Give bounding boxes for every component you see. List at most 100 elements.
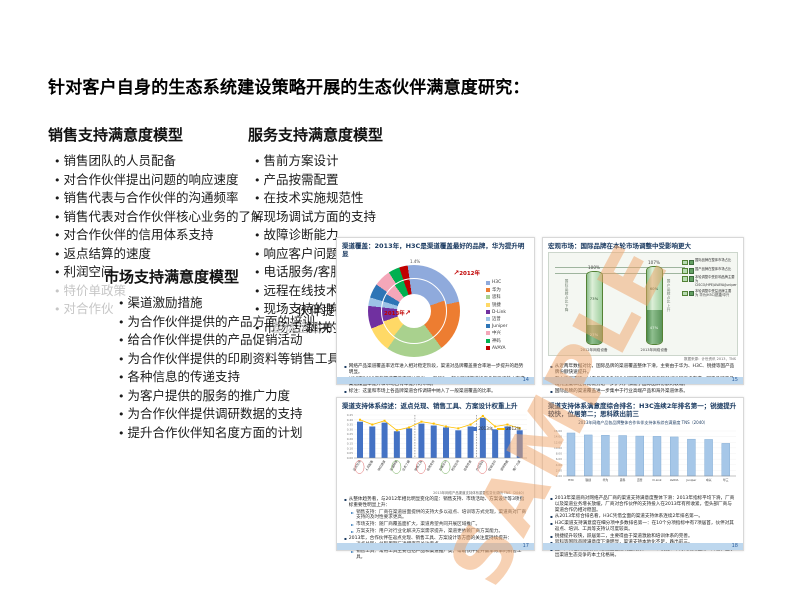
sales-model-list: • 销售团队的人员配备 • 对合作伙伴提出问题的响应速度 • 销售代表与合作伙伴的沟通频率… (48, 152, 318, 319)
list-item: ▪思科等国际品牌满意度下滑明显，渠道支持本地化不足，跌出前三。 (550, 540, 736, 546)
bullet-icon: ▪ (550, 514, 553, 520)
bullet-icon: • (254, 284, 261, 298)
bar (406, 428, 413, 459)
bullet-icon: • (118, 334, 125, 347)
data-label: 1.4% (410, 259, 421, 265)
chart-subtitle: 2013年网络产品各品牌整体合作伙伴支持体系综合满意度 TNS（2040） (578, 420, 708, 426)
bullet-icon: • (54, 303, 61, 316)
list-item: ▪ H3C渠道支持满意度在细分项中多数排名第一：在10个分项指标中有7项居首，伙伴… (550, 521, 734, 532)
list-item: • 现场调试方面的支持 (254, 208, 377, 224)
bullet-icon: ► (351, 528, 355, 534)
list-item: • 为合作伙伴提供的印刷资料等销售工具 (118, 350, 341, 366)
bullet-icon: • (54, 173, 61, 187)
x-label: 信用支持 (425, 459, 436, 472)
bullet-icon: • (54, 155, 61, 168)
x-label: 思科 (620, 478, 626, 482)
service-model-section: 服务支持满意度模型 • 售前方案设计 • 产品按需配置 • 在技术实施规范性 • 现场调试方面… (248, 124, 428, 337)
x-label: 人员配备 (364, 459, 375, 472)
page-number: 17 (522, 543, 529, 549)
x-label: 调研数据 (499, 459, 510, 472)
list-item: • 各种信息的传递支持 (118, 369, 241, 384)
svg-text:6.00: 6.00 (556, 457, 562, 461)
bullet-icon: ► (351, 522, 355, 528)
list-item: • 故障诊断能力 (254, 227, 339, 242)
legend-swatch (486, 346, 490, 351)
svg-text:0.40: 0.40 (347, 418, 353, 422)
segment-label: 73% (589, 295, 599, 301)
cylinder-chart: 100% 73% 27% 2012年网络设备 107% 60% 47% 2013年网… (548, 252, 738, 357)
bullet-icon: • (118, 389, 125, 403)
cylinder-legend: 国际品牌在整体市场占比 国产品牌在整体市场占比 本轮调整中受影响品牌主要为 CISC… (682, 258, 737, 300)
chart-note: 2013年网络产品渠道支持体系重要性变化调研 TNS（2040） (433, 491, 526, 496)
x-label: 利润空间 (450, 459, 461, 472)
year-label-2013: 2013年↗ (384, 309, 411, 318)
svg-text:0.25: 0.25 (347, 432, 353, 436)
bar (721, 443, 731, 477)
page-number: 14 (522, 377, 529, 383)
bullet-icon: ▪ (550, 540, 553, 546)
barline-legend: 2013年 2012年 (473, 426, 521, 432)
bullet-icon: • (118, 352, 125, 366)
bullet-icon: • (118, 371, 125, 384)
bullet-icon: ▪ (550, 364, 553, 370)
service-model-list: • 售前方案设计 • 产品按需配置 • 在技术实施规范性 • 现场调试方面的支持 • 故障诊断能力… (248, 152, 428, 337)
donut-legend: H3C 华为 思科 锐捷 D-Link 迈普 Juniper 中兴 神码 AVAYA (486, 280, 507, 352)
bullet-icon: • (254, 173, 261, 187)
list-item: • 现场支持的响 (254, 301, 339, 316)
svg-text:4.00: 4.00 (556, 463, 562, 467)
legend-item: 中兴 (486, 330, 507, 336)
legend-item: 思科 (486, 294, 507, 300)
list-item: • 为合作伙伴提供的产品方面的培训 (118, 313, 316, 329)
svg-text:0.45: 0.45 (347, 413, 353, 417)
gridline (555, 273, 685, 275)
highlight-oval-red (416, 460, 426, 474)
thumb-bullets: ▪ 从整体趋势看，与2012年相比明显变化的是：销售支持、市场活动、方案设计等3项… (342, 497, 529, 560)
segment-label: 27% (589, 331, 599, 337)
x-label: 销售工具 (413, 459, 424, 472)
thumb-footer: 18 (543, 543, 743, 550)
list-item: ► 销售工具：常用工具主要包括产品和渠道推广类，帮助伙伴提升赢单效率的销售工具。 (351, 549, 522, 560)
legend-swatch (486, 331, 490, 336)
slide-thumb-channel-coverage: 渠道覆盖：2013年，H3C是渠道覆盖最好的品牌，华为提升明显 1.4% ↗ 20… (336, 237, 535, 394)
bar (455, 430, 462, 459)
list-item: • 在技术实施规范性 (254, 190, 364, 205)
legend-item: 华为 (486, 287, 507, 293)
thumb-footer: 15 (543, 377, 743, 384)
legend-item: 本轮调整中受益品牌主要为 华为/H3C/锐捷/中兴 (682, 289, 734, 298)
highlight-oval-green (391, 460, 402, 474)
list-item: ► 方案支持：用户对行业化解决方案需求提升，渠道更依赖厂商方案能力。 (351, 528, 504, 534)
bar (516, 430, 523, 459)
svg-text:14.00: 14.00 (554, 435, 562, 439)
highlight-oval-green (440, 460, 451, 474)
bullet-icon: • (54, 247, 61, 261)
x-label: 产品培训 (474, 459, 485, 472)
text-fragment: 解决 (306, 320, 332, 335)
bar (443, 427, 449, 459)
x-label: 迈普 (637, 478, 643, 482)
thumb-title: 宏观市场：国际品牌在本轮市场调整中受影响更大 (548, 242, 691, 250)
x-label: H3C (568, 478, 574, 482)
x-label: 华三 (723, 478, 729, 482)
svg-text:0.30: 0.30 (347, 427, 353, 431)
list-item: • 特价单政策 (54, 282, 127, 298)
x-label: 推广力度 (511, 459, 522, 472)
list-item: • 售前方案设计 (254, 153, 339, 168)
legend-swatch (486, 339, 490, 343)
list-item: • 对合作伙 (54, 301, 114, 316)
svg-text:2.00: 2.00 (556, 469, 562, 473)
list-item: • 为客户提供的服务的推广力度 (118, 387, 291, 403)
bar (669, 436, 679, 477)
svg-text:0.05: 0.05 (347, 451, 353, 455)
svg-text:0.00: 0.00 (556, 474, 562, 478)
thumb-title: 渠道覆盖：2013年，H3C是渠道覆盖最好的品牌，华为提升明显 (342, 242, 525, 259)
x-label: 返点兑现 (351, 459, 362, 472)
bar (704, 439, 713, 477)
list-item: • 产品按需配置 (254, 171, 339, 187)
sales-model-section: 销售支持满意度模型 • 销售团队的人员配备 • 对合作伙伴提出问题的响应速度 • 销售代表… (48, 124, 318, 319)
bar (418, 423, 425, 459)
arrow-icon: ↗ (453, 269, 460, 278)
list-item: • 响应客户问题 (254, 245, 339, 261)
x-label: 促销活动 (486, 459, 497, 472)
list-item: • 远程在线技术 (254, 282, 339, 298)
list-item: ▪ 2013年渠道商对网络产品厂商的渠道支持满意度整体下滑：2013年指标平均下滑… (550, 496, 735, 513)
